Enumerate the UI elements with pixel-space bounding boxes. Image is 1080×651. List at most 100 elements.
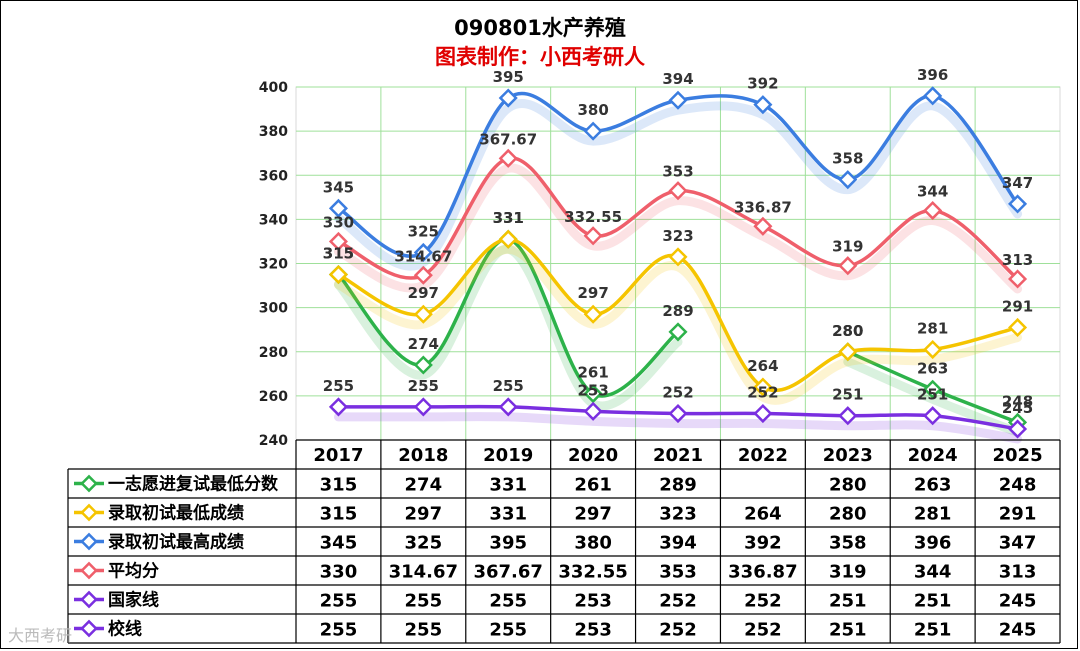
data-point <box>498 88 518 108</box>
data-label: 380 <box>577 101 608 119</box>
table-cell: 395 <box>489 533 527 554</box>
data-label: 330 <box>323 213 354 231</box>
data-label: 315 <box>323 245 354 263</box>
y-tick-label: 240 <box>259 433 288 449</box>
data-label: 332.55 <box>564 208 622 226</box>
table-cell: 255 <box>320 620 358 641</box>
data-point <box>923 339 943 360</box>
table-cell: 253 <box>574 591 612 612</box>
table-cell: 251 <box>914 620 952 641</box>
data-point <box>668 247 688 267</box>
table-cell: 315 <box>320 504 358 525</box>
data-point <box>838 342 858 362</box>
chart-subtitle: 图表制作：小西考研人 <box>435 45 645 69</box>
table-cell: 251 <box>829 620 867 641</box>
data-label: 325 <box>408 222 439 240</box>
data-label: 289 <box>662 302 693 320</box>
legend-key <box>74 532 104 551</box>
data-point <box>753 216 773 236</box>
table-cell: 251 <box>914 591 952 612</box>
series-line-shadow <box>333 412 1023 444</box>
table-cell: 314.67 <box>389 562 458 583</box>
table-cell: 252 <box>744 620 782 641</box>
data-label: 252 <box>747 384 778 402</box>
data-point <box>1008 269 1028 289</box>
table-cell: 345 <box>320 533 358 554</box>
table-cell: 344 <box>914 562 952 583</box>
data-label: 331 <box>493 209 524 227</box>
data-point <box>413 355 433 375</box>
table-cell: 253 <box>574 620 612 641</box>
data-point <box>583 384 603 404</box>
table-cell: 245 <box>999 620 1037 641</box>
table-cell: 396 <box>914 533 952 554</box>
table-cell: 297 <box>574 504 612 525</box>
data-label: 274 <box>408 335 439 353</box>
data-label: 280 <box>832 322 863 340</box>
table-cell: 255 <box>320 591 358 612</box>
table-cell: 332.55 <box>558 562 627 583</box>
data-point <box>753 403 773 424</box>
data-point <box>753 377 773 397</box>
legend-key-marker <box>80 619 98 638</box>
table-cell: 264 <box>744 504 782 525</box>
data-point <box>328 397 348 417</box>
data-point <box>583 121 603 141</box>
legend-entry: 录取初试最低成绩 <box>108 503 244 524</box>
table-cell: 255 <box>405 591 443 612</box>
table-cell: 255 <box>489 620 527 641</box>
data-point <box>328 198 348 218</box>
x-tick-label: 2025 <box>993 445 1043 466</box>
table-cell: 248 <box>999 475 1037 496</box>
data-label: 331 <box>493 209 524 227</box>
table-cell: 331 <box>489 475 527 496</box>
data-label: 347 <box>1002 174 1033 192</box>
data-label: 323 <box>662 227 693 245</box>
y-tick-label: 400 <box>259 80 288 96</box>
table-cell: 380 <box>574 533 612 554</box>
table-cell: 281 <box>914 504 952 525</box>
data-label: 297 <box>408 284 439 302</box>
y-tick-label: 360 <box>259 168 288 184</box>
legend-entry: 国家线 <box>108 590 159 611</box>
table-cell: 251 <box>829 591 867 612</box>
table-cell: 255 <box>489 591 527 612</box>
table-cell: 325 <box>405 533 443 554</box>
data-point <box>413 397 433 417</box>
legend-key <box>74 590 104 609</box>
data-point <box>753 95 773 115</box>
data-point <box>498 397 518 417</box>
data-point <box>1008 419 1028 439</box>
data-point <box>328 264 348 285</box>
table-cell: 297 <box>405 504 443 525</box>
data-label: 255 <box>408 377 439 395</box>
data-label: 255 <box>493 377 524 395</box>
data-label: 353 <box>662 163 693 181</box>
data-label: 344 <box>917 183 948 201</box>
data-label: 319 <box>832 238 863 256</box>
data-point <box>1008 194 1028 214</box>
data-label: 313 <box>1002 251 1033 269</box>
y-tick-label: 280 <box>259 345 288 361</box>
data-label: 297 <box>577 284 608 302</box>
data-label: 263 <box>917 359 948 377</box>
data-label: 367.67 <box>479 130 537 148</box>
table-cell: 315 <box>320 475 358 496</box>
y-tick-label: 320 <box>259 257 288 273</box>
data-point <box>668 403 688 424</box>
data-label: 251 <box>832 386 863 404</box>
data-point <box>838 406 858 426</box>
data-label: 253 <box>577 381 608 399</box>
table-cell: 323 <box>659 504 697 525</box>
data-label: 392 <box>747 75 778 93</box>
data-label: 251 <box>917 386 948 404</box>
data-point <box>583 226 603 246</box>
watermark: 大西考研 <box>8 626 73 645</box>
table-cell: 291 <box>999 504 1037 525</box>
table-cell: 280 <box>829 504 867 525</box>
series-line-shadow <box>333 98 1023 271</box>
x-tick-label: 2017 <box>313 445 363 466</box>
data-point <box>583 401 603 421</box>
